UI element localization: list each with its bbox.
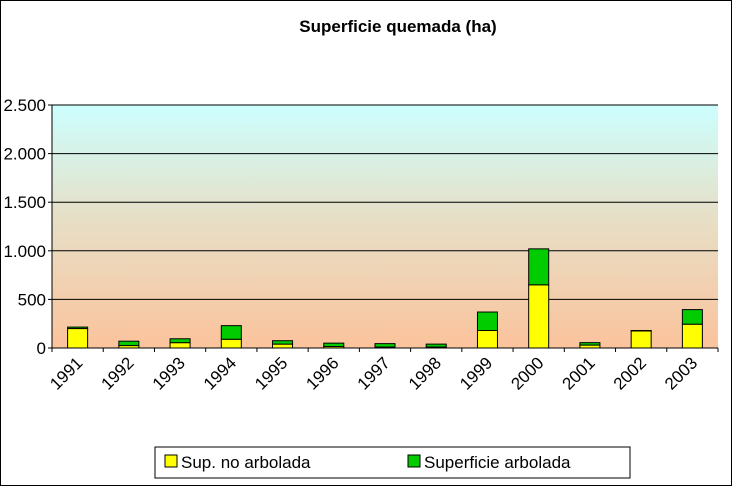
bar-segment [375,344,395,347]
bar-segment [68,329,88,348]
bar-segment [273,344,293,348]
bar-segment [580,343,600,345]
bar-segment [170,339,190,343]
bar-segment [221,339,241,348]
bar-segment [529,285,549,348]
bar-segment [324,343,344,346]
bar-segment [631,331,651,348]
bar-segment [119,341,139,345]
legend-swatch [408,455,420,467]
y-tick-label: 1.000 [3,242,46,261]
y-tick-label: 2.500 [3,96,46,115]
legend-label: Sup. no arbolada [181,453,311,472]
bar-segment [273,341,293,344]
bar-segment [477,312,497,330]
bar-segment [682,310,702,325]
bar-segment [221,326,241,340]
y-tick-label: 0 [37,339,46,358]
bar-segment [477,331,497,348]
y-tick-label: 1.500 [3,193,46,212]
legend-swatch [165,455,177,467]
bar-segment [170,343,190,348]
y-tick-label: 2.000 [3,145,46,164]
bar-segment [426,344,446,347]
legend-label: Superficie arbolada [424,453,571,472]
bar-segment [682,324,702,348]
bar-segment [529,249,549,285]
plot-area [52,105,718,348]
y-tick-label: 500 [18,290,46,309]
chart-title: Superficie quemada (ha) [299,17,496,36]
bar-segment [68,327,88,328]
